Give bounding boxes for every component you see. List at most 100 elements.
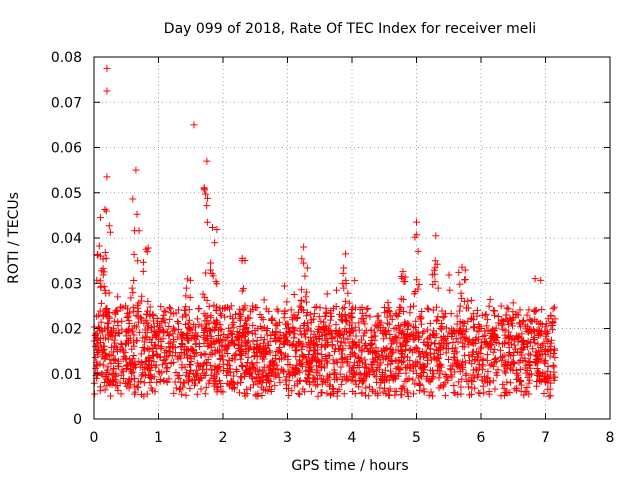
- data-point: [165, 347, 173, 355]
- data-point: [140, 258, 148, 266]
- data-point: [436, 350, 444, 358]
- data-point: [226, 382, 234, 390]
- data-point: [471, 355, 479, 363]
- data-point: [268, 328, 276, 336]
- data-point: [339, 280, 347, 288]
- data-point: [429, 392, 437, 400]
- data-point: [336, 342, 344, 350]
- data-point: [530, 307, 538, 315]
- data-point: [213, 226, 221, 234]
- data-point: [192, 349, 200, 357]
- x-tick-label: 8: [606, 430, 615, 446]
- data-point: [101, 205, 109, 213]
- data-point: [364, 305, 372, 313]
- data-point: [124, 309, 132, 317]
- data-point: [220, 331, 228, 339]
- data-point: [326, 381, 334, 389]
- data-point: [391, 371, 399, 379]
- data-point: [494, 366, 502, 374]
- data-point: [456, 368, 464, 376]
- data-point: [108, 332, 116, 340]
- data-point: [160, 357, 168, 365]
- data-point: [266, 362, 274, 370]
- data-point: [230, 318, 238, 326]
- data-point: [470, 323, 478, 331]
- data-point: [280, 340, 288, 348]
- data-point: [213, 318, 221, 326]
- data-point: [496, 353, 504, 361]
- data-point: [365, 392, 373, 400]
- data-point: [287, 306, 295, 314]
- data-point: [185, 306, 193, 314]
- data-point: [322, 308, 330, 316]
- data-point: [297, 360, 305, 368]
- data-point: [317, 317, 325, 325]
- data-point: [238, 287, 246, 295]
- data-point: [485, 388, 493, 396]
- data-point: [482, 310, 490, 318]
- data-point: [175, 319, 183, 327]
- data-point: [122, 354, 130, 362]
- data-point: [455, 268, 463, 276]
- data-point: [330, 360, 338, 368]
- data-point: [500, 352, 508, 360]
- data-point: [302, 312, 310, 320]
- data-point: [203, 202, 211, 210]
- data-point: [129, 355, 137, 363]
- data-point: [200, 359, 208, 367]
- data-point: [166, 315, 174, 323]
- data-point: [305, 350, 313, 358]
- data-point: [298, 351, 306, 359]
- data-point: [260, 363, 268, 371]
- data-point: [475, 389, 483, 397]
- data-point: [362, 311, 370, 319]
- data-point: [172, 369, 180, 377]
- data-point: [104, 320, 112, 328]
- data-point: [509, 358, 517, 366]
- data-point: [350, 359, 358, 367]
- data-point: [205, 319, 213, 327]
- data-point: [416, 381, 424, 389]
- data-point: [398, 391, 406, 399]
- data-point: [479, 382, 487, 390]
- data-point: [538, 320, 546, 328]
- data-point: [489, 306, 497, 314]
- data-point: [512, 386, 520, 394]
- data-point: [454, 391, 462, 399]
- data-point: [385, 387, 393, 395]
- data-point: [540, 339, 548, 347]
- data-point: [141, 338, 149, 346]
- data-point: [327, 316, 335, 324]
- data-point: [296, 302, 304, 310]
- data-point: [400, 385, 408, 393]
- data-point: [322, 341, 330, 349]
- data-point: [184, 331, 192, 339]
- data-point: [435, 354, 443, 362]
- data-point: [131, 375, 139, 383]
- data-point: [460, 319, 468, 327]
- data-point: [377, 379, 385, 387]
- data-point: [430, 327, 438, 335]
- data-point: [491, 385, 499, 393]
- data-point: [283, 298, 291, 306]
- data-point: [352, 352, 360, 360]
- data-point: [163, 367, 171, 375]
- data-point: [519, 317, 527, 325]
- data-point: [345, 329, 353, 337]
- data-point: [361, 356, 369, 364]
- data-point: [411, 380, 419, 388]
- data-point: [213, 280, 221, 288]
- data-point: [96, 214, 104, 222]
- data-point: [165, 331, 173, 339]
- data-point: [546, 346, 554, 354]
- data-point: [342, 250, 350, 258]
- data-point: [457, 334, 465, 342]
- data-point: [423, 372, 431, 380]
- data-point: [138, 315, 146, 323]
- data-point: [186, 385, 194, 393]
- data-point: [370, 371, 378, 379]
- data-point: [167, 309, 175, 317]
- data-point: [425, 391, 433, 399]
- data-point: [507, 379, 515, 387]
- data-point: [210, 375, 218, 383]
